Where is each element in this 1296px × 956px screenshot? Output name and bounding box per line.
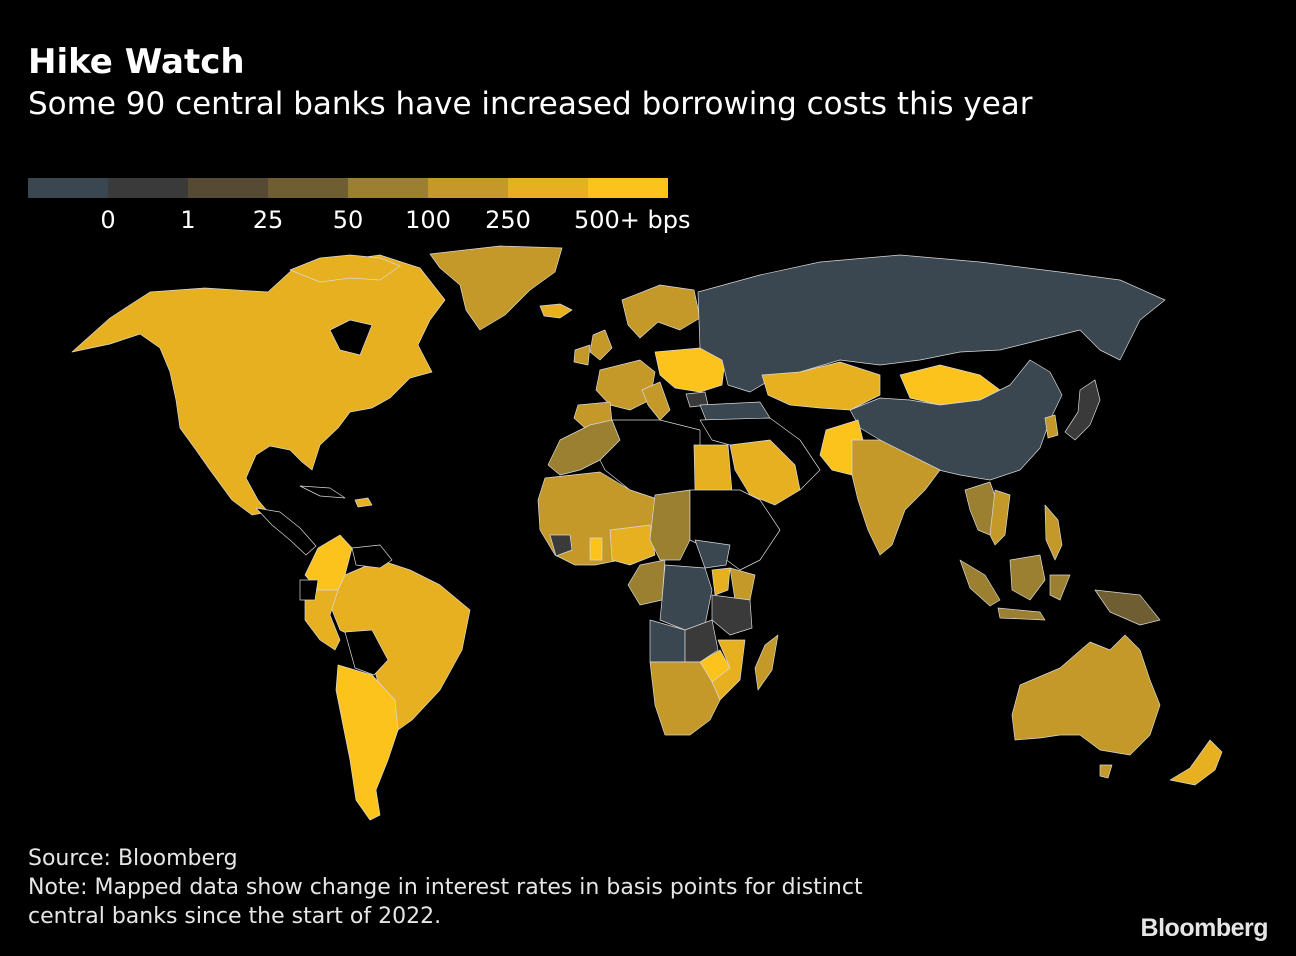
legend-tick: 500+ bps: [574, 206, 691, 234]
region-dominican-republic: [354, 497, 373, 508]
legend-tick: 25: [252, 206, 284, 234]
region-russia: [697, 254, 1166, 393]
chart-title: Hike Watch: [28, 42, 245, 82]
region-indonesia-java: [997, 607, 1046, 621]
region-middle-east-other: [699, 417, 821, 491]
bloomberg-logo: Bloomberg: [1140, 914, 1269, 942]
chart-subtitle: Some 90 central banks have increased bor…: [28, 86, 1033, 122]
legend-swatch-1: [188, 178, 268, 198]
legend-tick: 50: [332, 206, 364, 234]
region-vietnam: [989, 489, 1011, 546]
legend-swatch-100: [428, 178, 508, 198]
region-africa: [537, 419, 781, 736]
region-papua-new-guinea: [1094, 589, 1161, 626]
region-south-korea: [1044, 414, 1059, 439]
methodology-note-line-1: Note: Mapped data show change in interes…: [28, 875, 863, 900]
region-central-america: [255, 507, 317, 556]
legend-swatch-250: [508, 178, 588, 198]
chart-footer: Source: Bloomberg Note: Mapped data show…: [28, 844, 863, 931]
legend-swatch-negative: [28, 178, 108, 198]
legend-swatch-50: [348, 178, 428, 198]
region-philippines: [1044, 504, 1063, 561]
legend-swatch-0: [108, 178, 188, 198]
region-north-america: [71, 254, 446, 516]
legend-swatch-25: [268, 178, 348, 198]
region-australia: [1011, 634, 1161, 756]
region-indonesia-sumatra: [959, 559, 1001, 607]
legend-tick: 1: [180, 206, 196, 234]
color-legend: [28, 178, 668, 198]
region-indonesia-sulawesi: [1049, 574, 1071, 601]
legend-swatch-500: [588, 178, 668, 198]
legend-tick-labels: 0 1 25 50 100 250 500+ bps: [0, 206, 1296, 240]
region-europe: [573, 284, 726, 429]
region-south-america: [299, 534, 471, 821]
legend-tick: 100: [405, 206, 451, 234]
methodology-note-line-2: central banks since the start of 2022.: [28, 904, 442, 929]
legend-tick: 0: [100, 206, 116, 234]
region-tasmania: [1099, 764, 1113, 779]
region-kazakhstan: [761, 361, 881, 411]
region-iceland: [539, 303, 573, 319]
region-greenland: [429, 245, 563, 331]
region-india: [851, 439, 941, 556]
legend-tick: 250: [485, 206, 531, 234]
world-map: [71, 245, 1223, 821]
source-note: Source: Bloomberg: [28, 846, 238, 871]
region-indonesia-borneo: [1009, 554, 1046, 601]
region-japan: [1064, 379, 1101, 441]
region-cuba: [299, 485, 346, 499]
region-new-zealand: [1169, 739, 1223, 786]
